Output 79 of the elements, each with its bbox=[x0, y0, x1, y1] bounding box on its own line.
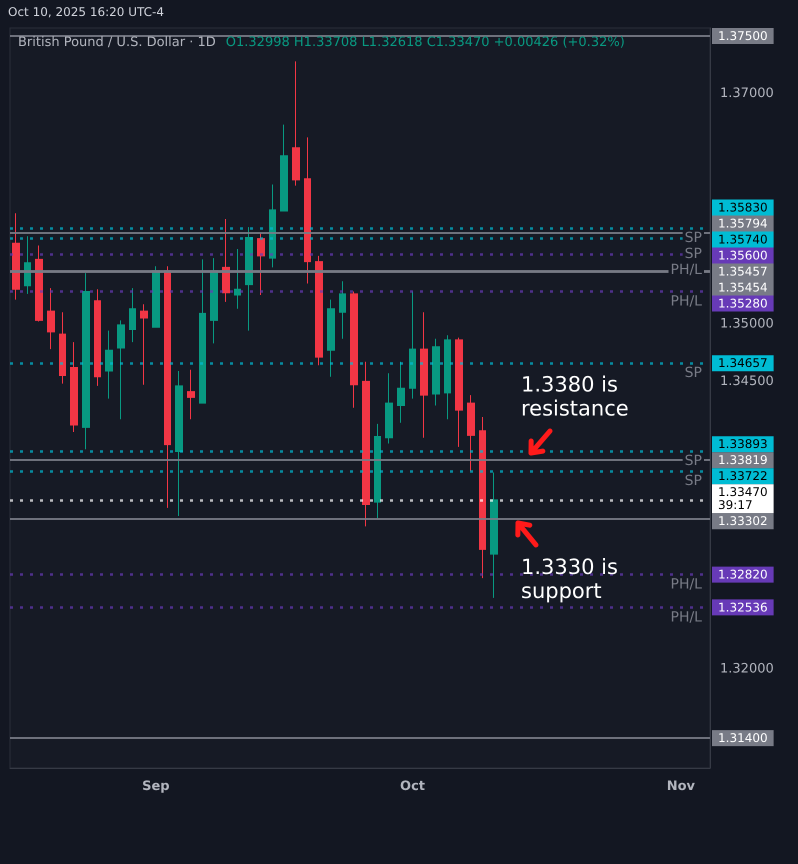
candlestick bbox=[94, 288, 101, 386]
ref-line-label: 1.34657 bbox=[718, 356, 768, 370]
candlestick bbox=[234, 248, 241, 310]
candlestick bbox=[59, 312, 66, 384]
ref-line-label: 1.33302 bbox=[718, 514, 768, 528]
candlestick bbox=[374, 423, 381, 519]
ref-line-label: 1.35454 bbox=[718, 280, 768, 294]
candlestick bbox=[304, 136, 311, 284]
candlestick bbox=[140, 304, 148, 386]
candlestick bbox=[397, 361, 405, 424]
candlestick bbox=[420, 312, 428, 438]
ref-line-label: 1.35830 bbox=[718, 200, 768, 214]
annotation: PH/L bbox=[670, 609, 702, 626]
annotation: SP bbox=[684, 453, 702, 470]
text: O1.32998 H1.33708 L1.32618 C1.33470 +0.00426 (+0.32%) bbox=[226, 35, 625, 50]
ref-line-label: 1.32820 bbox=[718, 568, 768, 582]
candlestick bbox=[280, 124, 288, 212]
candlestick bbox=[490, 472, 498, 598]
candlestick bbox=[245, 226, 253, 332]
candlestick bbox=[70, 342, 78, 432]
x-tick-label: Sep bbox=[142, 779, 170, 794]
candlestick bbox=[12, 212, 20, 300]
candlestick bbox=[82, 272, 90, 450]
candlestick bbox=[409, 291, 416, 400]
ref-line-label: 1.33470 39:17 bbox=[718, 485, 768, 512]
annotation: SP bbox=[684, 230, 702, 246]
annotation: 1.3330 is support bbox=[521, 555, 625, 604]
ref-line-label: 1.35740 bbox=[718, 232, 768, 246]
ref-line-label: 1.35794 bbox=[718, 216, 768, 230]
candlestick bbox=[152, 266, 160, 328]
candlestick bbox=[117, 320, 125, 420]
y-tick-label: 1.35000 bbox=[720, 316, 774, 332]
candlestick bbox=[479, 416, 486, 579]
candlestick bbox=[257, 232, 265, 296]
ref-line-label: 1.33722 bbox=[718, 469, 768, 484]
candlestick bbox=[187, 369, 195, 420]
ref-line-label: 1.35600 bbox=[718, 248, 768, 262]
ref-line-label: 1.33893 bbox=[718, 437, 768, 452]
candlestick bbox=[385, 372, 393, 444]
candlestick bbox=[467, 394, 475, 472]
candlestick bbox=[432, 338, 440, 406]
candlestick bbox=[175, 370, 183, 516]
x-tick-label: Oct bbox=[400, 779, 425, 794]
ref-line-label: 1.37500 bbox=[718, 29, 768, 44]
candlestick bbox=[164, 266, 171, 508]
candlestick bbox=[129, 288, 136, 343]
ref-line-label: 1.35457 bbox=[718, 264, 768, 278]
y-tick-label: 1.37000 bbox=[720, 86, 774, 102]
candlestick bbox=[35, 245, 43, 322]
annotation: SP bbox=[684, 246, 702, 262]
candlestick bbox=[362, 361, 370, 527]
x-tick-label: Nov bbox=[666, 779, 696, 794]
annotation: PH/L bbox=[670, 294, 702, 310]
ref-line-label: 1.33819 bbox=[718, 453, 768, 468]
annotation: PH/L bbox=[670, 576, 702, 593]
candlestick bbox=[455, 337, 463, 448]
candlestick bbox=[292, 60, 300, 186]
candlestick bbox=[105, 330, 113, 400]
candlestick bbox=[222, 218, 230, 302]
candlestick bbox=[339, 280, 346, 340]
annotation: 1.3380 is resistance bbox=[521, 372, 629, 421]
annotation: PH/L bbox=[670, 262, 702, 278]
candlestick bbox=[47, 288, 55, 350]
candlestick bbox=[199, 258, 206, 404]
candlestick bbox=[315, 255, 323, 366]
text: British Pound / U.S. Dollar · 1D bbox=[18, 35, 216, 50]
text: Oct 10, 2025 16:20 UTC-4 bbox=[8, 5, 164, 19]
candlestick bbox=[327, 299, 335, 378]
candlestick bbox=[444, 334, 451, 420]
y-tick-label: 1.34500 bbox=[720, 374, 774, 389]
annotation: SP bbox=[684, 472, 702, 489]
candlestick bbox=[210, 258, 218, 344]
candlestick bbox=[24, 236, 31, 294]
y-tick-label: 1.32000 bbox=[720, 662, 774, 677]
ref-line-label: 1.31400 bbox=[718, 731, 768, 746]
candlestick bbox=[350, 291, 358, 408]
ref-line-label: 1.32536 bbox=[718, 600, 768, 614]
ref-line-label: 1.35280 bbox=[718, 296, 768, 310]
annotation: SP bbox=[684, 365, 702, 382]
